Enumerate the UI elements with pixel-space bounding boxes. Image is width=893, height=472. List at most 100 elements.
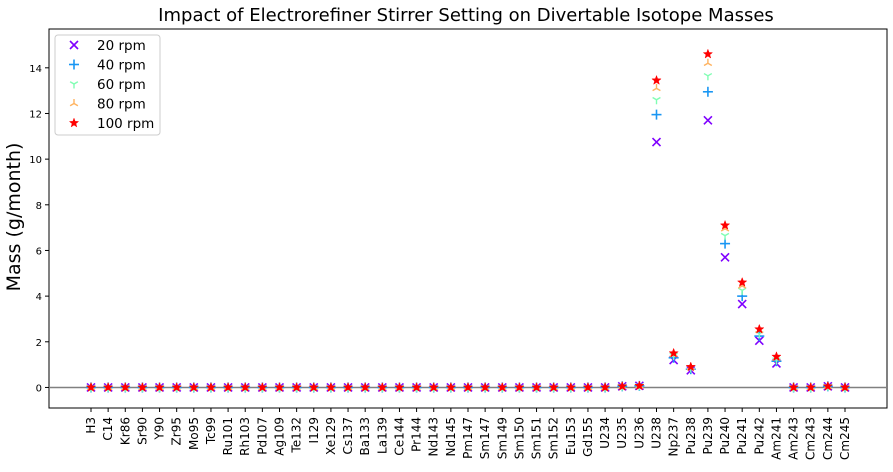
marker-stroke — [73, 102, 79, 107]
data-point — [616, 380, 628, 391]
data-point — [120, 381, 131, 392]
marker-shape — [188, 381, 200, 392]
marker-shape — [668, 347, 679, 358]
x-tick-label: Cm244 — [821, 417, 835, 460]
marker-stroke — [656, 87, 661, 92]
legend-entry: 60 rpm — [69, 77, 146, 93]
data-point — [445, 381, 457, 392]
x-tick-label: U235 — [615, 417, 629, 449]
marker-shape — [394, 381, 405, 392]
marker-shape — [685, 361, 697, 372]
marker-shape — [531, 381, 542, 392]
x-tick-label: C14 — [101, 417, 115, 441]
data-point — [822, 380, 834, 391]
marker-shape — [616, 380, 628, 391]
legend-label: 60 rpm — [97, 77, 146, 93]
data-point — [171, 381, 182, 392]
x-tick-label: Sm150 — [512, 417, 526, 459]
marker-shape — [805, 381, 816, 392]
marker-shape — [736, 276, 748, 287]
data-point — [634, 380, 645, 391]
data-point — [565, 381, 577, 392]
data-point — [85, 381, 97, 392]
marker-shape — [582, 381, 594, 392]
marker-stroke — [652, 96, 657, 101]
y-tick-label: 10 — [29, 155, 42, 166]
data-point — [239, 381, 251, 392]
x-tick-label: Ce144 — [392, 417, 406, 456]
marker-shape — [788, 381, 799, 392]
data-point — [582, 381, 594, 392]
data-point — [102, 381, 114, 392]
marker-stroke — [737, 287, 743, 292]
marker-stroke — [69, 102, 75, 107]
marker-stroke — [737, 285, 743, 289]
y-tick-label: 2 — [36, 338, 42, 349]
x-tick-label: Pm147 — [461, 417, 475, 459]
data-point — [703, 115, 713, 125]
x-tick-label: Kr86 — [118, 417, 132, 445]
y-axis-label: Mass (g/month) — [3, 143, 25, 292]
x-tick-label: I129 — [307, 417, 321, 443]
marker-shape — [137, 381, 148, 392]
data-point — [205, 381, 217, 392]
data-point — [737, 299, 747, 309]
marker-stroke — [741, 287, 747, 292]
data-point — [154, 381, 165, 392]
marker-shape — [359, 381, 371, 392]
legend-marker — [68, 117, 80, 128]
legend-marker — [69, 40, 79, 50]
marker-shape — [68, 117, 80, 128]
marker-shape — [754, 323, 765, 334]
x-tick-label: Te132 — [290, 417, 304, 454]
data-point — [685, 361, 697, 372]
x-tick-label: Sm147 — [478, 417, 492, 459]
x-tick-label: Gd155 — [581, 417, 595, 457]
legend-label: 20 rpm — [97, 38, 146, 54]
x-tick-label: Am243 — [787, 417, 801, 460]
data-point — [737, 287, 747, 295]
y-tick-label: 14 — [29, 64, 42, 75]
x-tick-label: Pu242 — [752, 417, 766, 455]
data-point — [839, 381, 851, 392]
data-point — [188, 381, 200, 392]
marker-stroke — [703, 115, 713, 125]
marker-shape — [205, 381, 217, 392]
data-point — [703, 58, 713, 67]
marker-shape — [514, 381, 525, 392]
marker-shape — [428, 381, 439, 392]
x-tick-label: Ru101 — [221, 417, 235, 455]
marker-stroke — [703, 72, 709, 77]
y-tick-label: 6 — [36, 246, 42, 257]
x-tick-label: Cs137 — [341, 417, 355, 455]
data-point — [428, 381, 439, 392]
data-point — [754, 323, 765, 334]
data-point — [308, 381, 320, 392]
legend-entry: 40 rpm — [69, 58, 146, 74]
axes-frame — [48, 28, 888, 409]
y-tick-label: 12 — [29, 109, 42, 120]
data-point — [325, 381, 337, 392]
marker-stroke — [724, 228, 730, 232]
y-tick-label: 4 — [36, 292, 42, 303]
x-tick-label: Sm151 — [530, 417, 544, 459]
marker-shape — [171, 381, 182, 392]
marker-stroke — [720, 252, 730, 262]
x-tick-label: Rh103 — [238, 417, 252, 456]
data-point — [652, 96, 661, 105]
marker-shape — [702, 48, 714, 59]
data-point — [599, 381, 611, 392]
data-point — [479, 381, 491, 392]
marker-stroke — [73, 81, 79, 85]
x-tick-label: Tc99 — [204, 417, 218, 445]
y-tick-label: 0 — [36, 383, 42, 394]
data-point — [736, 276, 748, 287]
legend-marker — [69, 81, 79, 89]
legend-entry: 80 rpm — [69, 97, 146, 113]
legend-label: 80 rpm — [97, 97, 146, 113]
x-tick-label: Pu240 — [718, 417, 732, 455]
data-point — [702, 86, 713, 97]
x-tick-label: Cm243 — [804, 417, 818, 460]
